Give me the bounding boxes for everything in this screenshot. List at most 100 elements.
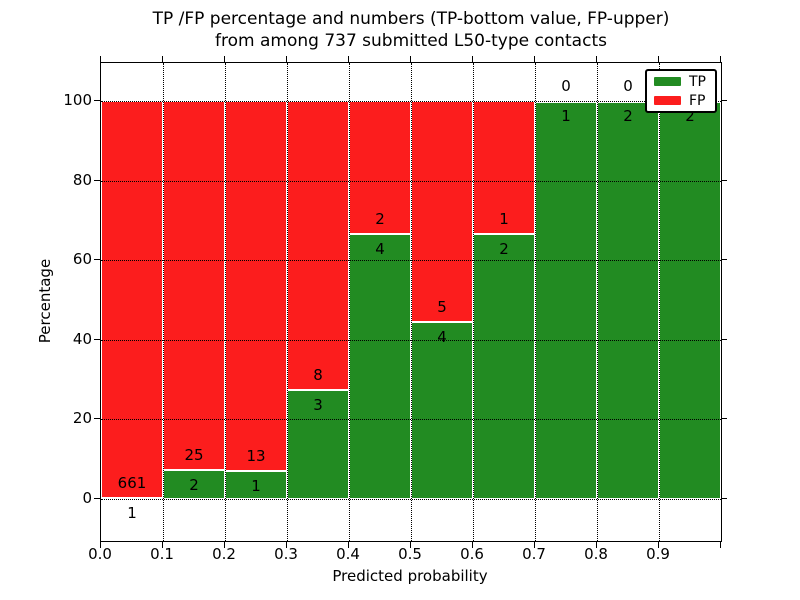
x-tick-top-1 [162, 56, 163, 62]
x-tick-label-0.7: 0.7 [522, 545, 546, 563]
bar-tp-9 [659, 101, 721, 499]
label-tp-count-8: 2 [623, 107, 633, 125]
bar-fp-3 [287, 101, 349, 390]
bar-tp-1 [163, 470, 225, 499]
label-fp-count-2: 13 [246, 447, 266, 465]
bar-fp-0 [101, 101, 163, 498]
label-fp-count-5: 5 [437, 298, 447, 316]
label-fp-count-1: 25 [184, 446, 204, 464]
legend-item-fp: FP [654, 94, 708, 108]
gridline-v-6 [473, 63, 474, 541]
y-axis-label: Percentage [36, 258, 54, 344]
gridline-v-1 [163, 63, 164, 541]
gridline-v-2 [225, 63, 226, 541]
x-tick-top-9 [658, 56, 659, 62]
x-tick-label-0.5: 0.5 [398, 545, 422, 563]
legend-item-tp: TP [654, 75, 708, 89]
bar-tp-8 [597, 101, 659, 499]
x-tick-label-0.8: 0.8 [584, 545, 608, 563]
y-tick-left-80 [94, 179, 100, 181]
x-tick-top-7 [534, 56, 535, 62]
x-tick-bottom-0 [100, 542, 101, 548]
gridline-v-3 [287, 63, 288, 541]
label-fp-count-3: 8 [313, 366, 323, 384]
x-tick-bottom-1 [162, 542, 163, 548]
y-tick-label-0: 0 [82, 489, 92, 507]
label-fp-count-4: 2 [375, 210, 385, 228]
y-tick-left-60 [94, 259, 100, 261]
label-tp-count-1: 2 [189, 476, 199, 494]
label-tp-count-6: 2 [499, 240, 509, 258]
y-tick-right-40 [721, 338, 727, 340]
y-tick-left-100 [94, 100, 100, 101]
y-tick-right-20 [721, 418, 727, 420]
label-tp-count-9: 2 [685, 107, 695, 125]
x-tick-top-5 [410, 56, 411, 62]
label-tp-count-7: 1 [561, 107, 571, 125]
x-tick-top-6 [472, 56, 473, 62]
y-tick-right-80 [721, 179, 727, 181]
x-tick-bottom-7 [534, 542, 535, 548]
y-tick-left-0 [94, 498, 100, 499]
legend-swatch-fp [654, 96, 681, 105]
y-tick-left-20 [94, 418, 100, 420]
label-fp-count-8: 0 [623, 77, 633, 95]
y-tick-label-20: 20 [72, 409, 92, 428]
x-tick-bottom-2 [224, 542, 225, 548]
x-tick-bottom-6 [472, 542, 473, 548]
bar-tp-6 [473, 234, 535, 499]
x-tick-label-0.2: 0.2 [212, 545, 236, 563]
x-tick-bottom-4 [348, 542, 349, 548]
label-tp-count-4: 4 [375, 240, 385, 258]
x-tick-top-2 [224, 56, 225, 62]
label-tp-count-3: 3 [313, 396, 323, 414]
x-tick-top-4 [348, 56, 349, 62]
y-tick-label-60: 60 [72, 250, 92, 269]
x-tick-top-10 [720, 56, 721, 62]
bar-tp-3 [287, 390, 349, 499]
label-fp-count-0: 661 [117, 474, 147, 492]
x-tick-label-0.9: 0.9 [646, 545, 670, 563]
bar-tp-4 [349, 234, 411, 499]
legend-label-fp: FP [689, 92, 706, 109]
y-tick-right-60 [721, 259, 727, 261]
label-tp-count-5: 4 [437, 328, 447, 346]
legend-swatch-tp [654, 77, 681, 86]
x-tick-bottom-9 [658, 542, 659, 548]
x-tick-top-0 [100, 56, 101, 62]
label-fp-count-7: 0 [561, 77, 571, 95]
x-axis-label: Predicted probability [332, 567, 488, 585]
bar-fp-4 [349, 101, 411, 234]
x-tick-top-8 [596, 56, 597, 62]
bar-fp-1 [163, 101, 225, 470]
bar-tp-5 [411, 322, 473, 499]
y-tick-label-80: 80 [72, 170, 92, 189]
plot-area: 661125213183245412010202 [100, 62, 722, 542]
label-fp-count-6: 1 [499, 210, 509, 228]
x-tick-label-0.1: 0.1 [150, 545, 174, 563]
x-tick-label-0.6: 0.6 [460, 545, 484, 563]
gridline-v-5 [411, 63, 412, 541]
label-tp-count-0: 1 [127, 504, 137, 522]
bar-tp-7 [535, 101, 597, 499]
chart-title-line-1: TP /FP percentage and numbers (TP-bottom… [152, 9, 670, 29]
x-tick-label-0.4: 0.4 [336, 545, 360, 563]
x-tick-bottom-5 [410, 542, 411, 548]
label-tp-count-2: 1 [251, 477, 261, 495]
gridline-v-9 [659, 63, 660, 541]
y-tick-label-40: 40 [72, 329, 92, 348]
bar-fp-2 [225, 101, 287, 471]
x-tick-bottom-8 [596, 542, 597, 548]
legend-label-tp: TP [689, 73, 706, 90]
x-tick-label-0.3: 0.3 [274, 545, 298, 563]
x-tick-top-3 [286, 56, 287, 62]
gridline-v-7 [535, 63, 536, 541]
x-tick-label-0.0: 0.0 [88, 545, 112, 563]
y-tick-right-100 [721, 100, 727, 101]
gridline-v-8 [597, 63, 598, 541]
x-tick-bottom-3 [286, 542, 287, 548]
x-tick-bottom-10 [720, 542, 721, 548]
y-tick-right-0 [721, 498, 727, 499]
y-tick-label-100: 100 [63, 91, 92, 109]
